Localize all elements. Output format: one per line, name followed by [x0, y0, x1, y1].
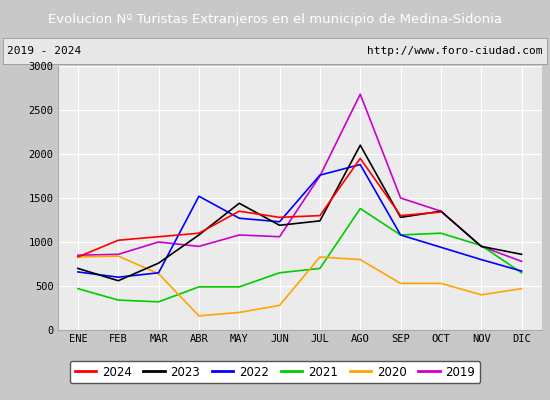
- Text: Evolucion Nº Turistas Extranjeros en el municipio de Medina-Sidonia: Evolucion Nº Turistas Extranjeros en el …: [48, 12, 502, 26]
- Legend: 2024, 2023, 2022, 2021, 2020, 2019: 2024, 2023, 2022, 2021, 2020, 2019: [70, 361, 480, 383]
- Text: 2019 - 2024: 2019 - 2024: [7, 46, 81, 56]
- Text: http://www.foro-ciudad.com: http://www.foro-ciudad.com: [367, 46, 543, 56]
